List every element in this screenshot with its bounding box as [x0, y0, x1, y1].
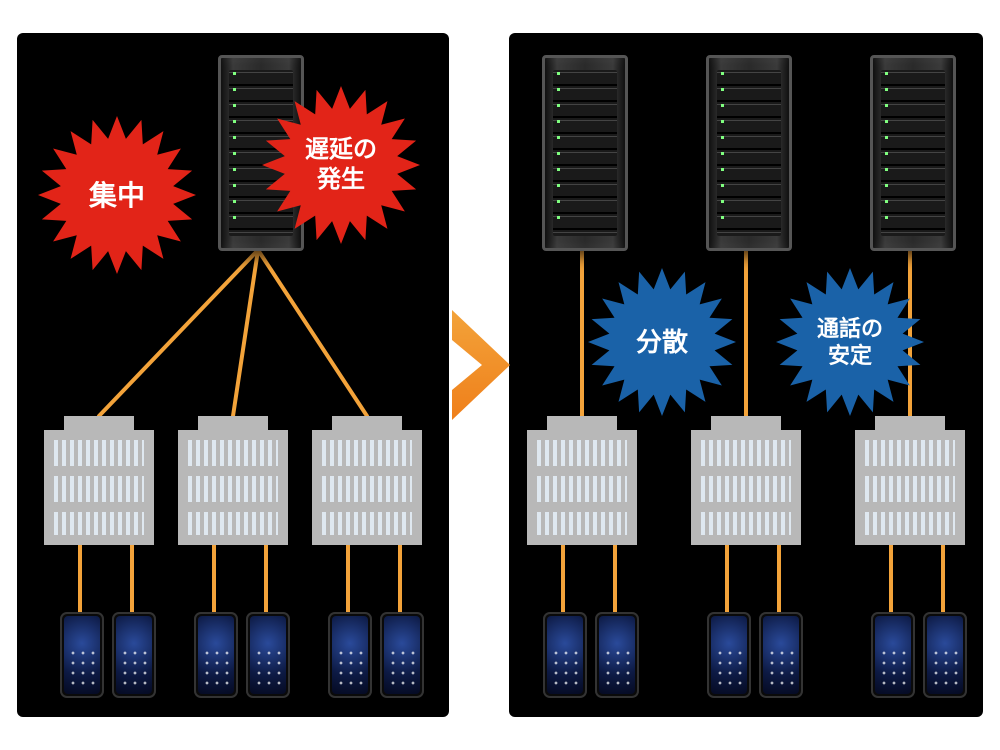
phone-icon — [543, 612, 587, 698]
phone-icon — [112, 612, 156, 698]
server-icon — [542, 55, 628, 251]
phone-icon — [246, 612, 290, 698]
burst-label: 通話の 安定 — [817, 315, 883, 370]
phone-icon — [60, 612, 104, 698]
phone-icon — [328, 612, 372, 698]
burst-label: 分散 — [636, 326, 688, 359]
server-icon — [870, 55, 956, 251]
transition-arrow-icon — [452, 310, 510, 420]
server-icon — [706, 55, 792, 251]
burst-badge: 遅延の 発生 — [262, 86, 420, 244]
burst-badge: 分散 — [588, 268, 736, 416]
burst-label: 遅延の 発生 — [305, 135, 377, 195]
building-icon — [44, 430, 154, 545]
building-icon — [312, 430, 422, 545]
burst-label: 集中 — [89, 178, 145, 213]
building-icon — [527, 430, 637, 545]
phone-icon — [707, 612, 751, 698]
phone-icon — [871, 612, 915, 698]
phone-icon — [194, 612, 238, 698]
phone-icon — [759, 612, 803, 698]
burst-badge: 集中 — [38, 116, 196, 274]
building-icon — [178, 430, 288, 545]
phone-icon — [923, 612, 967, 698]
building-icon — [855, 430, 965, 545]
building-icon — [691, 430, 801, 545]
phone-icon — [380, 612, 424, 698]
burst-badge: 通話の 安定 — [776, 268, 924, 416]
phone-icon — [595, 612, 639, 698]
